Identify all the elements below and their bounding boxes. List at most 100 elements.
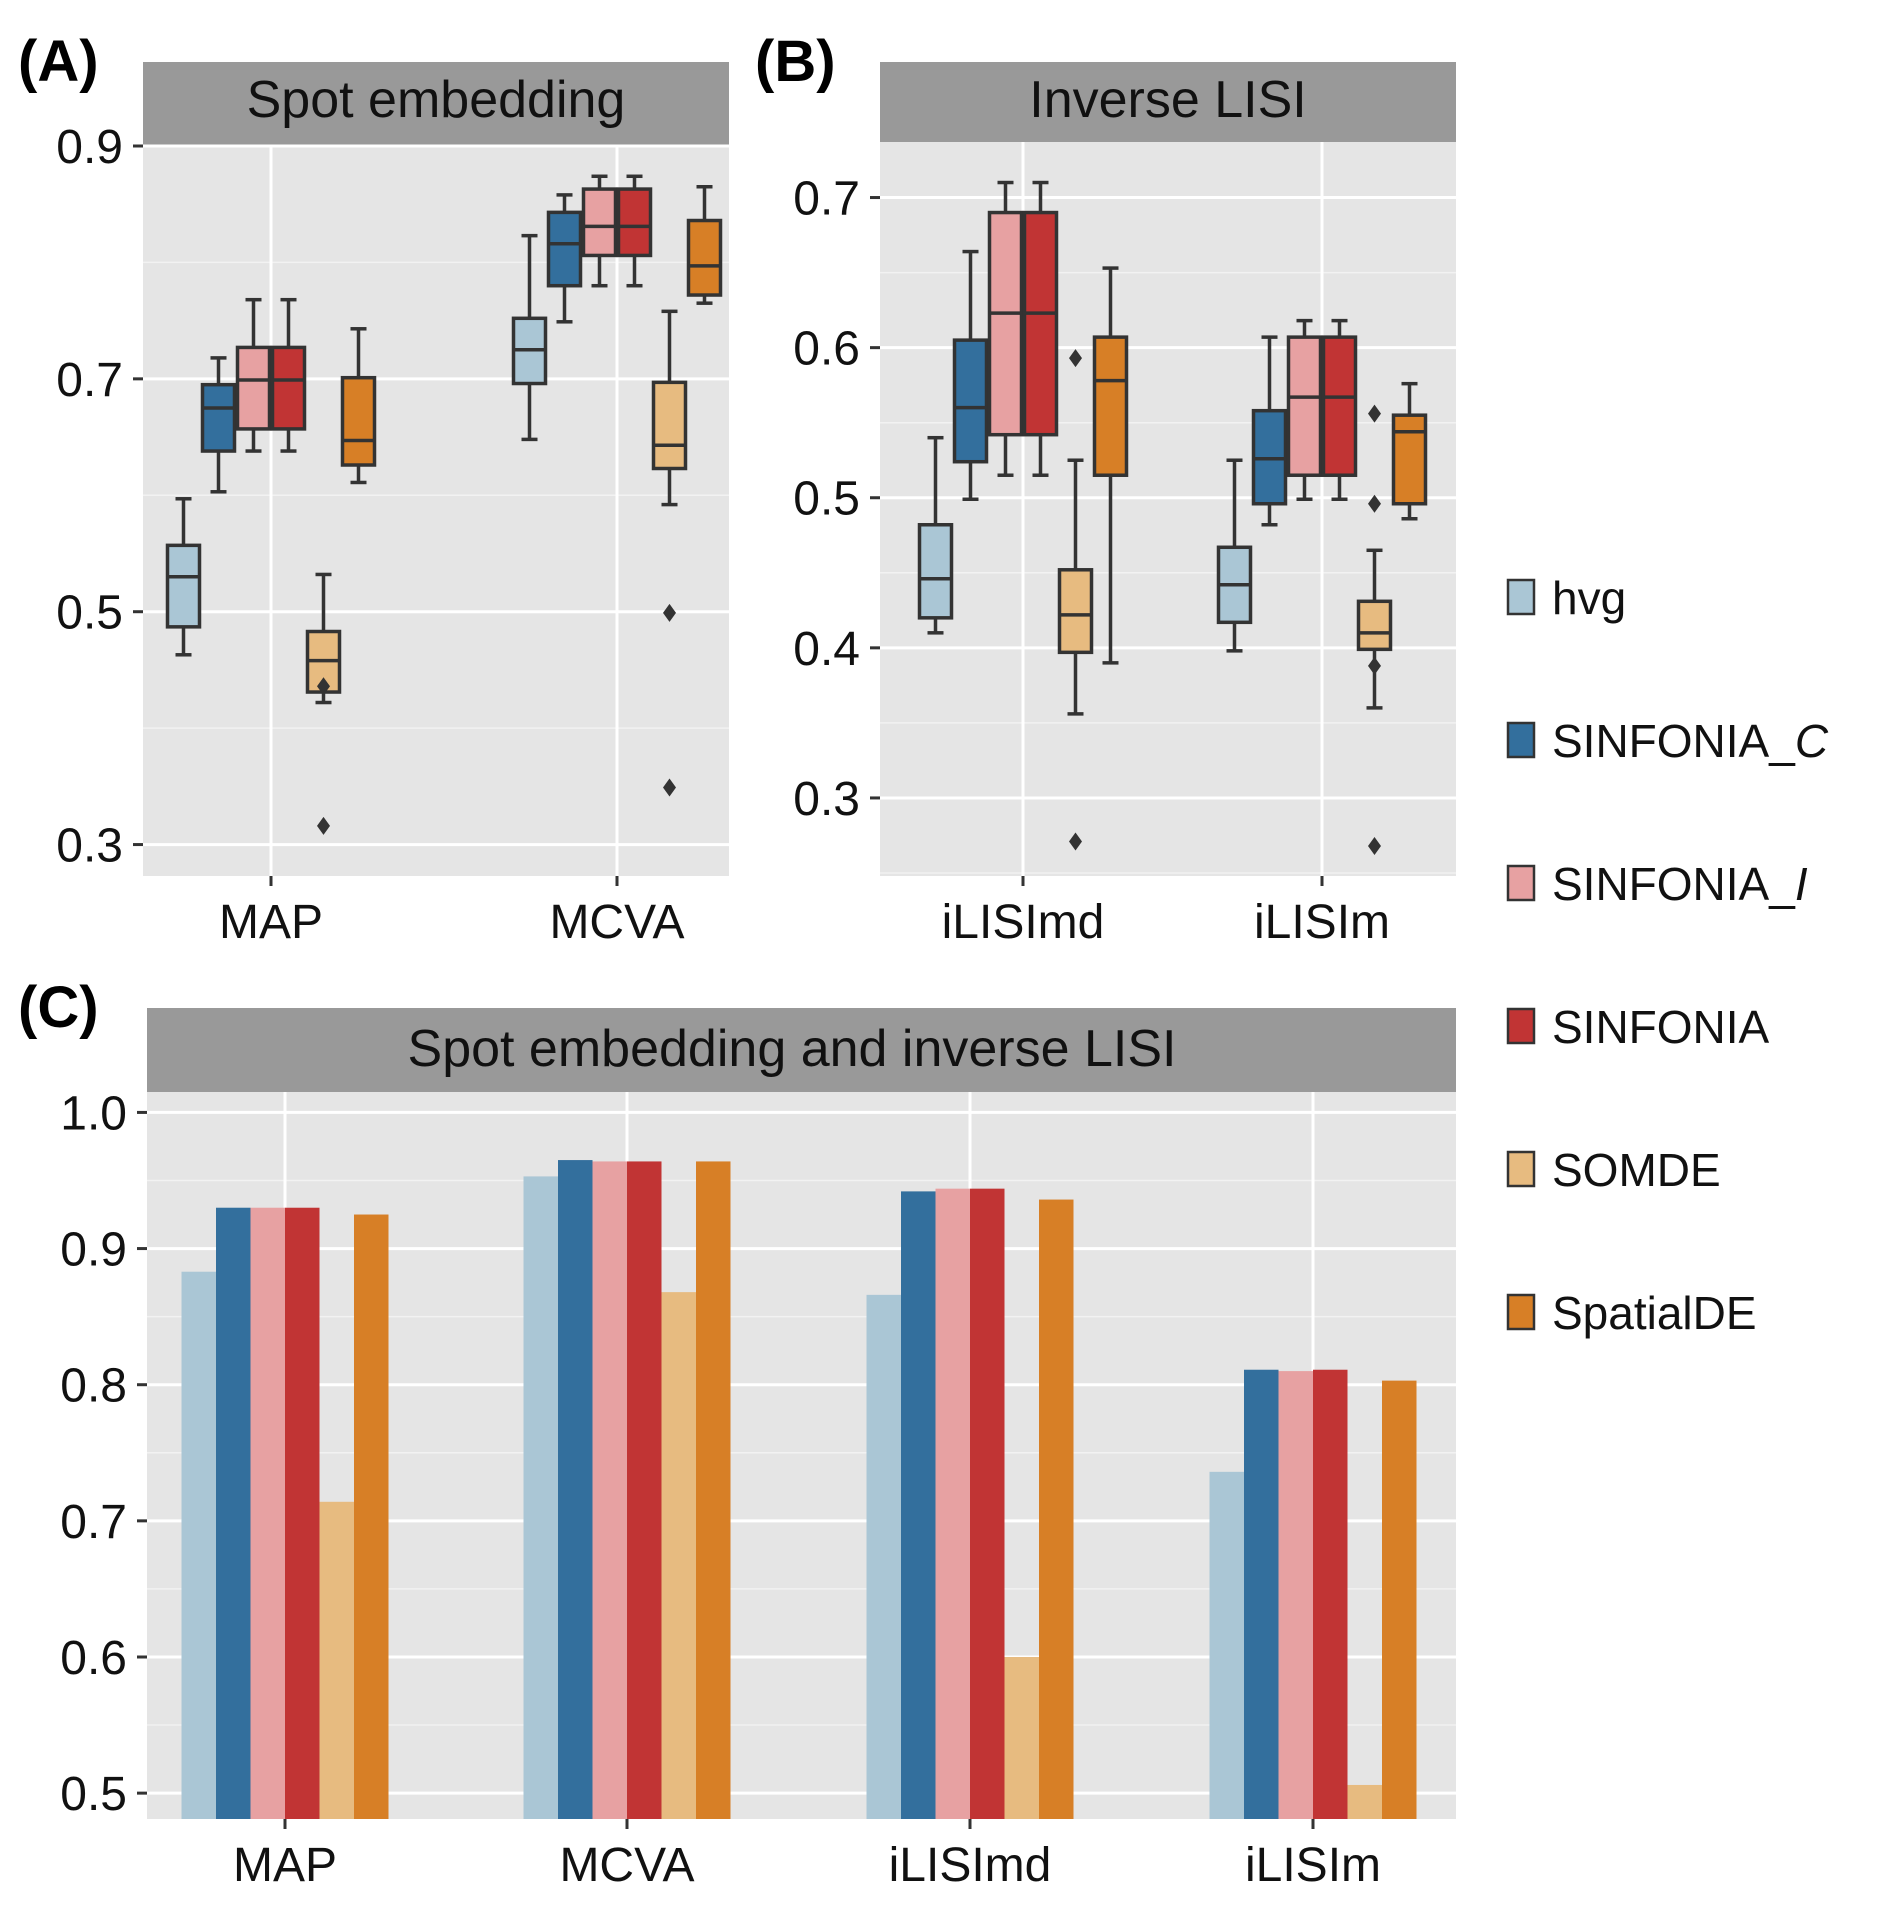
panel-b-box-SINFONIA [1321, 335, 1358, 477]
legend-swatch-hvg [1506, 578, 1536, 616]
panel-b-box-SpatialDE [1092, 335, 1129, 477]
panel-a-box-SpatialDE [340, 375, 377, 467]
panel-c-ytick-label: 0.7 [60, 1496, 127, 1549]
panel-b-box-SINFONIA_I [1286, 335, 1323, 477]
panel-a-box-hvg [165, 543, 202, 629]
panel-b-plot: 0.3 0.4 0.5 0.6 0.7 iLISImd iLISIm [793, 142, 1456, 949]
panel-b-outlier-point [1368, 404, 1381, 423]
panel-c-ytick-label: 0.9 [60, 1224, 127, 1277]
panel-b-ytick-label: 0.5 [793, 473, 860, 526]
panel-a-plot: 0.3 0.5 0.7 0.9 MAP MCVA [56, 121, 729, 949]
legend-label-SOMDE: SOMDE [1552, 1144, 1721, 1196]
panel-a-box-SpatialDE [686, 218, 723, 297]
panel-a-xtick-label: MCVA [549, 896, 684, 949]
panel-c-bar-SpatialDE [1039, 1199, 1074, 1819]
panel-a-ytick-label: 0.9 [56, 121, 123, 174]
panel-c-bar-hvg [523, 1176, 558, 1819]
panel-label-b: (B) [755, 29, 836, 94]
panel-c-xtick-label: MCVA [559, 1839, 694, 1892]
panel-b-xtick-label: iLISIm [1254, 896, 1390, 949]
panel-a-title: Spot embedding [247, 71, 626, 129]
panel-c-bar-SINFONIA_I [1278, 1371, 1313, 1819]
panel-a-box-SINFONIA_C [546, 210, 583, 288]
panel-c-bar-SOMDE [661, 1292, 696, 1819]
panel-a-outlier-point [663, 603, 676, 622]
panel-a-strip [143, 62, 729, 146]
legend-swatch-SpatialDE [1506, 1293, 1536, 1331]
panel-a-ytick-label: 0.7 [56, 354, 123, 407]
panel-c-bar-SINFONIA_I [935, 1188, 970, 1819]
panel-c-bar-SINFONIA [627, 1161, 662, 1819]
panel-a-box-SINFONIA [270, 345, 307, 431]
panel-c-xtick-label: iLISImd [889, 1839, 1052, 1892]
panel-b-ytick-label: 0.3 [793, 773, 860, 826]
panel-c-ytick-label: 0.8 [60, 1360, 127, 1413]
panel-c-bar-SINFONIA [970, 1188, 1005, 1819]
panel-c-bar-SpatialDE [1382, 1380, 1417, 1819]
panel-b-title: Inverse LISI [1029, 71, 1306, 129]
panel-c-strip [147, 1008, 1456, 1092]
panel-c-bar-SpatialDE [354, 1214, 389, 1819]
panel-label-c: (C) [18, 975, 99, 1040]
panel-b-box-SINFONIA [1022, 210, 1059, 437]
panel-a-box-SINFONIA [616, 187, 653, 258]
panel-b-box-SpatialDE [1391, 413, 1428, 506]
panel-c-xtick-label: iLISIm [1245, 1839, 1381, 1892]
panel-a-ytick-label: 0.3 [56, 820, 123, 873]
panel-b-ytick-label: 0.4 [793, 623, 860, 676]
panel-c-bar-SpatialDE [696, 1161, 731, 1819]
legend-swatch-SINFONIA_I [1506, 864, 1536, 902]
panel-c-bar-SOMDE [1004, 1656, 1039, 1819]
panel-b-plot-bg [880, 142, 1456, 876]
panel-b-box-SINFONIA_C [952, 338, 989, 464]
panel-a-box-SOMDE [651, 380, 688, 471]
legend: hvg SINFONIA_C SINFONIA_I SINFONIA SOMDE Spat… [1506, 572, 1829, 1339]
panel-b-outlier-point [1368, 836, 1381, 855]
panel-c-bar-hvg [1209, 1471, 1244, 1819]
panel-c-ytick-label: 1.0 [60, 1087, 127, 1140]
panel-c-bar-SOMDE [319, 1501, 354, 1819]
panel-b-box-hvg [917, 523, 954, 620]
panel-a-outlier-point [317, 677, 330, 696]
panel-c-ytick-label: 0.6 [60, 1632, 127, 1685]
panel-c-bar-hvg [866, 1294, 901, 1819]
panel-c-xtick-label: MAP [233, 1839, 337, 1892]
panel-b-box-SOMDE [1356, 599, 1393, 652]
panel-a-plot-bg [143, 146, 729, 876]
panel-c-bar-hvg [181, 1271, 216, 1819]
legend-swatch-SINFONIA_C [1506, 721, 1536, 759]
panel-c-bar-SINFONIA_C [216, 1207, 251, 1819]
panel-a-xtick-label: MAP [219, 896, 323, 949]
panel-c-bar-SOMDE [1347, 1784, 1382, 1819]
legend-label-SINFONIA: SINFONIA [1552, 1001, 1770, 1053]
panel-b-ytick-label: 0.7 [793, 173, 860, 226]
panel-b-strip [880, 62, 1456, 142]
panel-a-box-SINFONIA_I [235, 345, 272, 431]
legend-swatch-SOMDE [1506, 1150, 1536, 1188]
legend-label-hvg: hvg [1552, 572, 1626, 624]
panel-a-box-SINFONIA_I [581, 187, 618, 258]
panel-b-box-SINFONIA_I [987, 210, 1024, 437]
legend-swatch-SINFONIA [1506, 1007, 1536, 1045]
legend-label-SINFONIA_C: SINFONIA_C [1552, 715, 1829, 767]
panel-c-bar-SINFONIA [285, 1207, 320, 1819]
panel-a-outlier-point [317, 816, 330, 835]
legend-label-SINFONIA_I: SINFONIA_I [1552, 858, 1808, 910]
panel-b-outlier-point [1368, 494, 1381, 513]
panel-a-outlier-point [663, 778, 676, 797]
panel-c-plot: 0.5 0.6 0.7 0.8 0.9 1.0 MAP MCVA iLISImd iLISIm [60, 1087, 1456, 1892]
panel-a-ytick-label: 0.5 [56, 587, 123, 640]
legend-label-SpatialDE: SpatialDE [1552, 1287, 1757, 1339]
panel-c-bar-SINFONIA [1313, 1369, 1348, 1819]
panel-b-outlier-point [1368, 656, 1381, 675]
panel-c-bar-SINFONIA_C [901, 1191, 936, 1819]
panel-c-bar-SINFONIA_I [592, 1161, 627, 1819]
panel-b-ytick-label: 0.6 [793, 323, 860, 376]
panel-a-box-SINFONIA_C [200, 382, 237, 453]
panel-b-outlier-point [1069, 349, 1082, 368]
panel-b-xtick-label: iLISImd [942, 896, 1105, 949]
panel-c-title: Spot embedding and inverse LISI [408, 1020, 1177, 1078]
panel-b-box-SOMDE [1057, 568, 1094, 655]
panel-c-bar-SINFONIA_I [250, 1207, 285, 1819]
